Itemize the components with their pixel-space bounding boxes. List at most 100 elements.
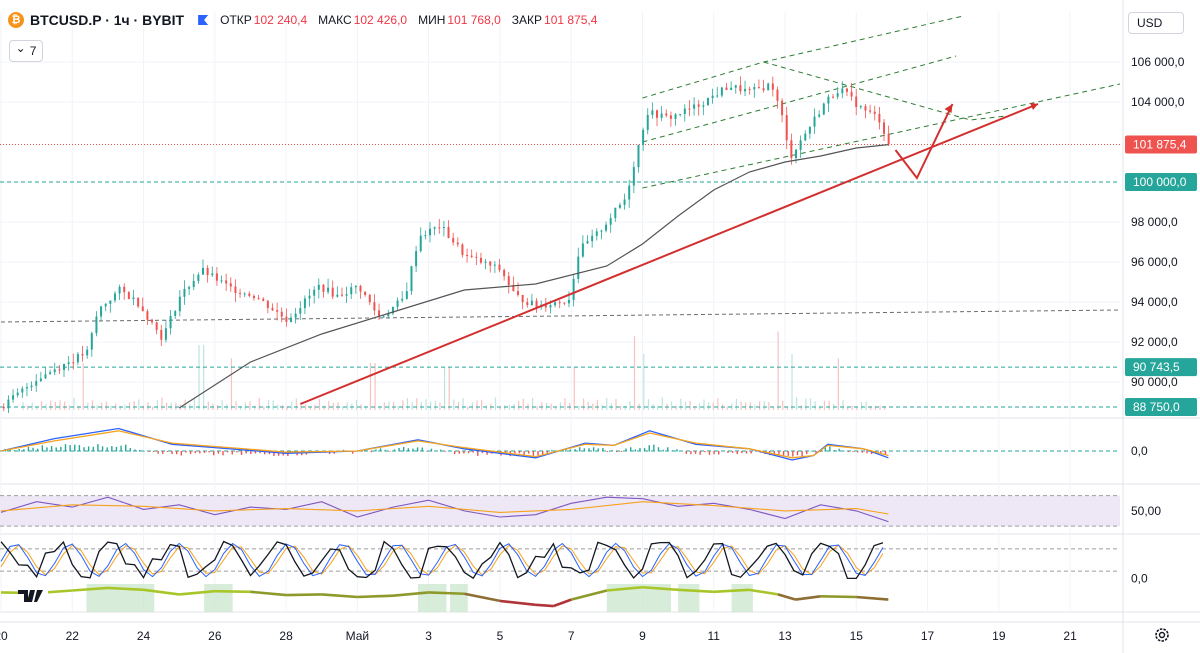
volume-bar (675, 405, 677, 410)
candle-body (489, 261, 492, 266)
macd-histogram-bar (773, 451, 776, 456)
macd-histogram-bar (467, 451, 470, 454)
time-tick-label: 3 (425, 629, 432, 643)
macd-histogram-bar (453, 451, 456, 455)
macd-histogram-bar (750, 451, 752, 454)
candle-body (359, 285, 362, 292)
candle-body (378, 310, 381, 317)
volume-bar (152, 406, 154, 410)
volume-bar (77, 405, 80, 410)
price-tick-label: 106 000,0 (1131, 55, 1185, 69)
macd-histogram-bar (143, 450, 145, 452)
macd-histogram-bar (824, 447, 826, 452)
candle-body (415, 251, 418, 267)
macd-histogram-bar (449, 450, 451, 452)
candle-body (160, 329, 163, 340)
candle-body (656, 110, 659, 118)
macd-histogram-bar (458, 451, 460, 454)
volume-bar (73, 397, 75, 410)
volume-bar (439, 402, 441, 410)
candle-body (572, 278, 575, 300)
volume-bar (263, 406, 265, 410)
volume-bar (536, 406, 538, 410)
currency-button[interactable]: USD (1128, 12, 1184, 34)
volume-bar (105, 401, 107, 410)
volume-bar (379, 406, 381, 410)
macd-histogram-bar (518, 451, 521, 454)
candle-body (554, 302, 557, 306)
candle-body (109, 300, 112, 304)
volume-bar (763, 401, 765, 410)
volume-bar (295, 398, 297, 410)
candle-body (2, 407, 5, 409)
candle-body (873, 111, 876, 114)
gear-icon[interactable] (1152, 625, 1172, 645)
candle-body (442, 227, 445, 229)
candle-body (16, 392, 19, 396)
volume-bar (249, 401, 251, 410)
candle-body (716, 95, 719, 97)
candle-body (507, 276, 510, 285)
candle-body (725, 87, 728, 90)
macd-histogram-bar (560, 450, 562, 452)
macd-histogram-bar (620, 451, 623, 453)
macd-histogram-bar (379, 448, 382, 452)
trend-strength-line (499, 599, 536, 607)
indicators-toggle-button[interactable]: ⌄ 7 (9, 40, 43, 62)
price-level-badge (1125, 173, 1197, 191)
price-level-badge (1125, 398, 1197, 416)
macd-histogram-bar (250, 451, 252, 455)
volume-bar (698, 403, 700, 410)
macd-histogram-bar (277, 451, 280, 456)
candle-body (382, 316, 385, 318)
volume-bar (96, 405, 98, 410)
price-level-badge (1125, 358, 1197, 377)
candle-body (734, 85, 737, 88)
volume-bar (745, 402, 747, 410)
macd-histogram-bar (64, 444, 67, 452)
candle-body (7, 399, 10, 409)
volume-bar (383, 402, 385, 410)
volume-bar (689, 400, 691, 410)
macd-histogram-bar (838, 448, 840, 452)
trend-strength-line (143, 588, 180, 596)
macd-histogram-bar (680, 450, 683, 452)
macd-histogram-bar (486, 451, 488, 455)
symbol-title[interactable]: BTCUSD.P · 1ч · BYBIT (30, 12, 185, 28)
volume-bar (365, 406, 367, 410)
macd-histogram-bar (384, 449, 386, 452)
candle-body (776, 89, 779, 101)
candle-body (632, 167, 635, 186)
candle-body (49, 372, 52, 375)
flag-icon[interactable] (198, 15, 209, 25)
candle-body (600, 230, 603, 232)
volume-bar (64, 401, 66, 410)
macd-histogram-bar (847, 451, 850, 453)
macd-histogram-bar (537, 451, 539, 456)
trend-strength-line (606, 585, 643, 592)
candle-body (762, 88, 765, 91)
candle-body (558, 302, 561, 304)
macd-histogram-bar (741, 451, 743, 454)
volume-bar (40, 401, 43, 410)
macd-histogram-bar (643, 448, 646, 452)
macd-histogram-bar (532, 451, 535, 456)
macd-histogram-bar (722, 450, 725, 452)
candle-body (864, 106, 867, 111)
time-tick-label: 11 (708, 629, 721, 643)
candle-body (577, 256, 580, 279)
time-tick-label: 24 (137, 629, 151, 643)
macd-histogram-bar (856, 451, 859, 453)
trend-strength-line (72, 586, 109, 592)
macd-histogram-bar (398, 448, 400, 452)
candle-body (290, 317, 293, 322)
macd-histogram-bar (402, 447, 405, 452)
volume-bar (406, 397, 409, 410)
candle-body (90, 333, 93, 350)
volume-bar (680, 398, 682, 410)
macd-histogram-bar (120, 445, 122, 452)
volume-bar (647, 399, 650, 410)
volume-bar (615, 398, 617, 410)
macd-histogram-bar (713, 451, 715, 455)
